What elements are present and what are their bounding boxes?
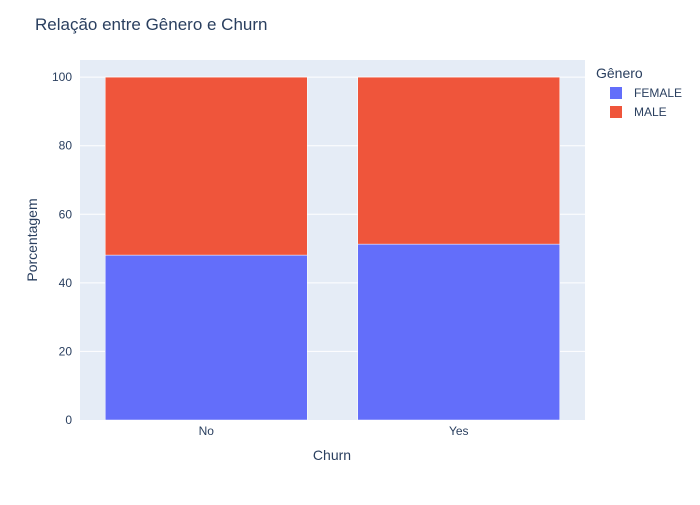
bar-female-yes[interactable]	[357, 243, 560, 421]
legend: FEMALE MALE	[610, 86, 682, 119]
legend-swatch-male[interactable]	[610, 106, 622, 118]
y-axis-label: Porcentagem	[24, 198, 40, 281]
y-tick-label: 0	[65, 413, 72, 427]
chart-title: Relação entre Gênero e Churn	[35, 15, 267, 34]
y-tick-label: 100	[52, 70, 72, 84]
y-tick-label: 20	[59, 344, 73, 358]
y-tick-label: 40	[59, 276, 73, 290]
bars	[105, 76, 560, 421]
bar-female-no[interactable]	[105, 254, 308, 421]
legend-title: Gênero	[596, 65, 643, 81]
y-tick-label: 60	[59, 207, 73, 221]
legend-label-female[interactable]: FEMALE	[634, 86, 682, 100]
legend-swatch-female[interactable]	[610, 87, 622, 99]
y-tick-label: 80	[59, 139, 73, 153]
bar-male-no[interactable]	[105, 76, 308, 256]
x-tick-label: No	[199, 424, 215, 438]
x-axis-ticks: No Yes	[199, 424, 469, 438]
legend-label-male[interactable]: MALE	[634, 105, 667, 119]
y-axis-ticks: 0 20 40 60 80 100	[52, 70, 72, 427]
bar-male-yes[interactable]	[357, 76, 560, 245]
x-tick-label: Yes	[449, 424, 469, 438]
x-axis-label: Churn	[313, 447, 351, 463]
